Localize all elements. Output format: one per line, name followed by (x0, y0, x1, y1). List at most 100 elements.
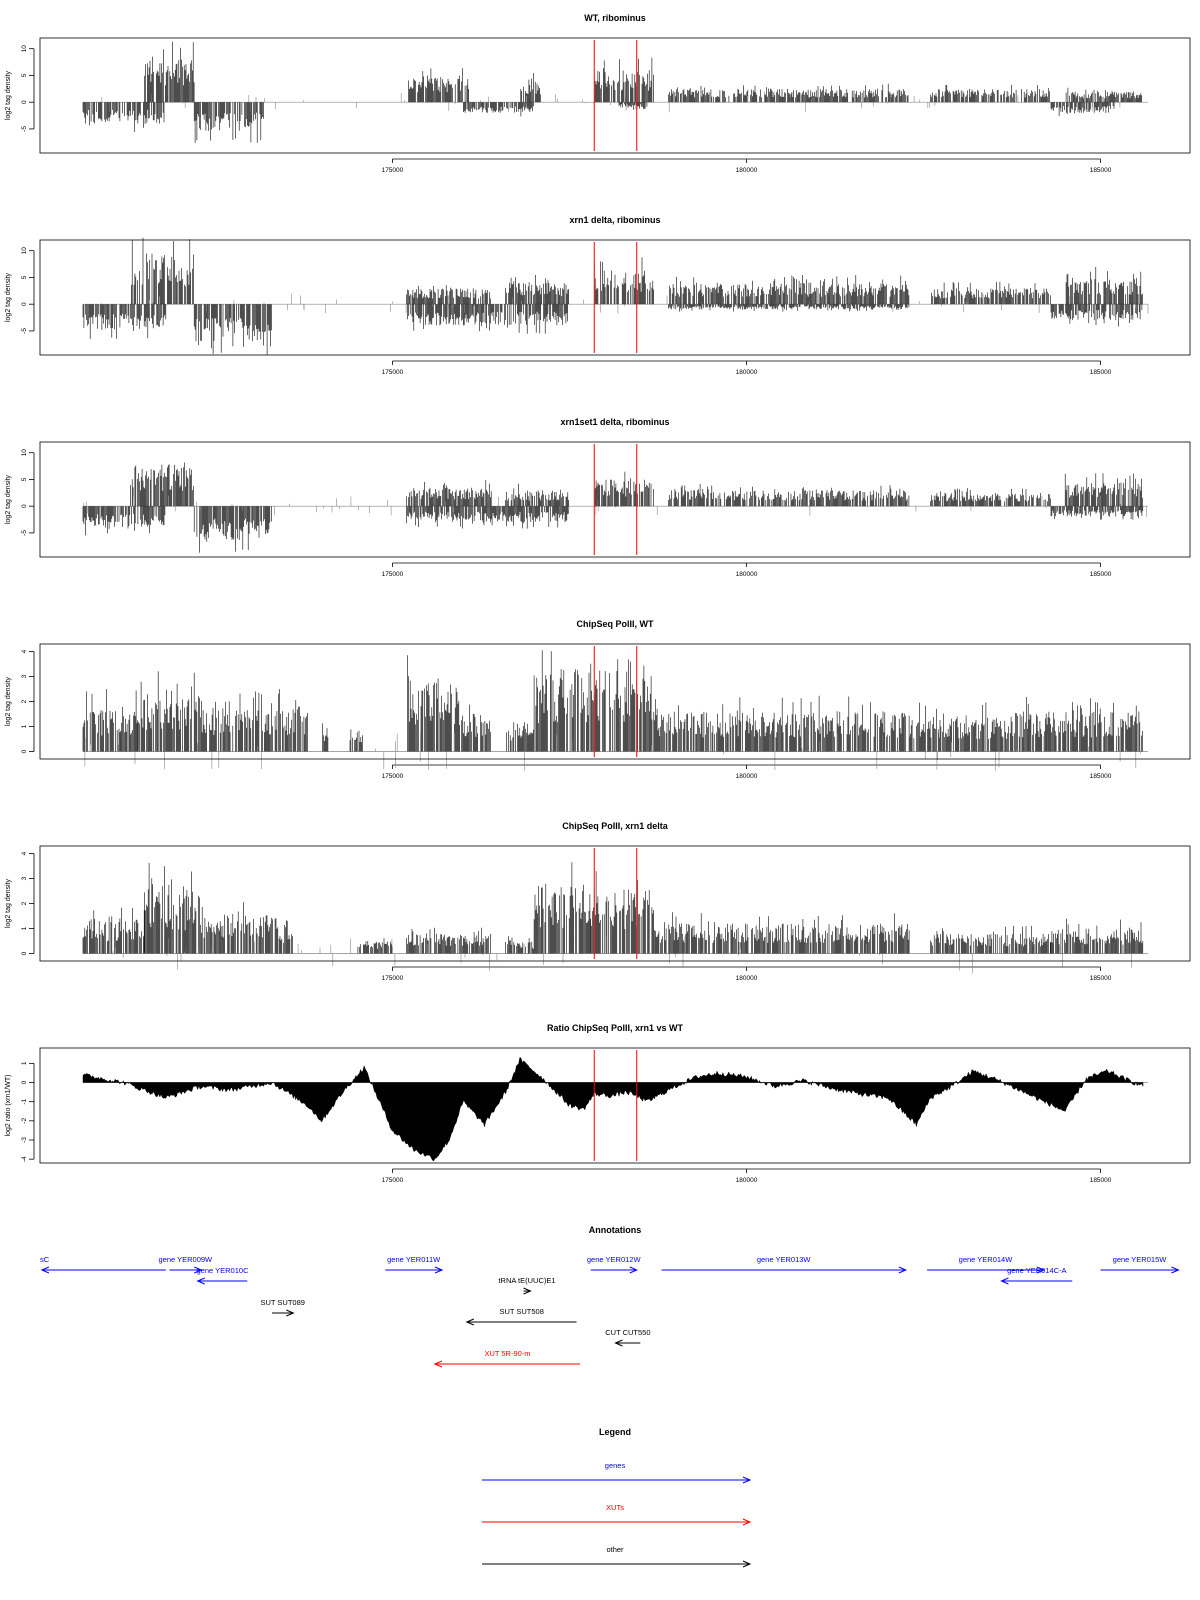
y-tick-label: 0 (21, 100, 28, 104)
chart-title: WT, ribominus (584, 13, 646, 23)
feature-label: gene YER015W (1113, 1255, 1168, 1264)
arrow-head (434, 1266, 444, 1274)
plot-frame (39, 239, 1191, 356)
x-tick-label: 175000 (382, 773, 404, 780)
feature-gene: gene YER011W (385, 1255, 444, 1274)
y-axis: 0 1 2 3 4 (21, 851, 35, 955)
feature-gene: gene YER014W (927, 1255, 1046, 1274)
signal-bars-neg (82, 506, 1144, 553)
chart-panel-2: xrn1 delta, ribominus log2 tag density -5 0… (5, 215, 1191, 376)
y-axis-label: log2 ratio (xrn1/WT) (5, 1075, 12, 1137)
x-tick-label: 180000 (736, 369, 758, 376)
annotations-panel: Annotations sC gene YER009W gene YER010C gen… (40, 1225, 1180, 1368)
x-tick-label: 175000 (382, 1177, 404, 1184)
feature-label: gene YER010C (197, 1266, 250, 1275)
plot-area (82, 650, 1148, 771)
chart-title: Ratio ChipSeq PolII, xrn1 vs WT (547, 1023, 684, 1033)
y-axis-label: log2 tag density (5, 878, 12, 928)
y-tick-label: 10 (21, 449, 28, 457)
y-tick-label: 0 (21, 951, 28, 955)
y-axis-label: log2 tag density (5, 676, 12, 726)
annotations-title: Annotations (589, 1225, 642, 1235)
plot-frame (39, 441, 1191, 558)
y-tick-label: 3 (21, 876, 28, 880)
y-tick-label: 0 (21, 1080, 28, 1084)
y-axis: -5 0 5 10 (21, 449, 35, 536)
plot-area (82, 862, 1148, 974)
x-tick-label: 180000 (736, 167, 758, 174)
y-tick-label: 4 (21, 649, 28, 653)
y-axis-label: log2 tag density (5, 272, 12, 322)
signal-bars-pos (131, 237, 1143, 305)
signal-bars-sparse (83, 495, 1147, 517)
legend-entry-gene: genes (482, 1461, 752, 1484)
chart-panel-6: Ratio ChipSeq PolII, xrn1 vs WT log2 rati… (5, 1023, 1191, 1184)
arrow-head (742, 1518, 752, 1526)
feature-xut: XUT 5R-90-m (433, 1349, 581, 1368)
feature-label: sC (40, 1255, 50, 1264)
y-tick-label: 4 (21, 851, 28, 855)
feature-other: SUT SUT089 (260, 1298, 305, 1317)
arrow-head (196, 1277, 205, 1285)
x-tick-label: 180000 (736, 571, 758, 578)
x-tick-label: 185000 (1090, 571, 1112, 578)
chart-panel-4: ChipSeq PolII, WT log2 tag density 0 1 2 3 4 17… (5, 619, 1191, 780)
feature-label: gene YER014W (959, 1255, 1014, 1264)
arrow-head (898, 1266, 908, 1274)
feature-gene: gene YER015W (1100, 1255, 1180, 1274)
x-tick-label: 175000 (382, 369, 404, 376)
x-tick-label: 185000 (1090, 167, 1112, 174)
feature-gene: gene YER010C (196, 1266, 250, 1285)
legend-label: genes (605, 1461, 626, 1470)
plot-area (82, 1056, 1148, 1162)
y-tick-label: 0 (21, 749, 28, 753)
x-axis: 175000 180000 185000 (382, 764, 1112, 780)
y-tick-label: 3 (21, 674, 28, 678)
y-tick-label: -2 (21, 1118, 28, 1124)
y-axis: 0 1 2 3 4 (21, 649, 35, 753)
legend-entry-other: other (482, 1545, 752, 1568)
feature-gene: gene YER012W (587, 1255, 642, 1274)
feature-label: CUT CUT550 (605, 1328, 650, 1337)
signal-bars-sparse (84, 731, 1141, 771)
feature-label: gene YER011W (387, 1255, 441, 1264)
x-axis: 175000 180000 185000 (382, 1168, 1112, 1184)
y-axis: -4 -3 -2 -1 0 1 (21, 1061, 35, 1162)
arrow-head (1171, 1266, 1180, 1274)
signal-bars-sparse (101, 91, 1121, 113)
arrow-head (742, 1560, 752, 1568)
signal-bars-pos (82, 650, 1143, 752)
x-tick-label: 185000 (1090, 975, 1112, 982)
signal-bars-neg (82, 304, 1143, 355)
arrow-head (629, 1266, 639, 1274)
y-tick-label: 0 (21, 504, 28, 508)
y-axis-label: log2 tag density (5, 474, 12, 524)
legend-label: other (606, 1545, 624, 1554)
feature-label: XUT 5R-90-m (484, 1349, 530, 1358)
arrow-head (286, 1309, 295, 1317)
feature-label: gene YER013W (757, 1255, 812, 1264)
legend: Legend genes XUTs other (482, 1427, 752, 1568)
arrow-head (1036, 1266, 1046, 1274)
y-tick-label: 1 (21, 926, 28, 930)
y-axis: -5 0 5 10 (21, 247, 35, 334)
x-axis: 175000 180000 185000 (382, 158, 1112, 174)
feature-label: SUT SUT089 (260, 1298, 304, 1307)
signal-bars-pos (144, 41, 1142, 103)
plot-frame (39, 37, 1191, 154)
y-tick-label: -1 (21, 1098, 28, 1104)
feature-label: gene YER012W (587, 1255, 642, 1264)
plot-frame (39, 845, 1191, 962)
signal-bars-neg (82, 102, 1115, 143)
y-tick-label: -4 (21, 1156, 28, 1162)
arrow-head (614, 1339, 623, 1347)
x-axis: 175000 180000 185000 (382, 966, 1112, 982)
chart-panel-3: xrn1set1 delta, ribominus log2 tag densit… (5, 417, 1191, 578)
y-tick-label: 1 (21, 724, 28, 728)
x-tick-label: 180000 (736, 975, 758, 982)
arrow-head (742, 1476, 752, 1484)
y-tick-label: 10 (21, 45, 28, 53)
chart-title: ChipSeq PolII, WT (577, 619, 654, 629)
arrow-head (433, 1360, 443, 1368)
x-axis: 175000 180000 185000 (382, 360, 1112, 376)
